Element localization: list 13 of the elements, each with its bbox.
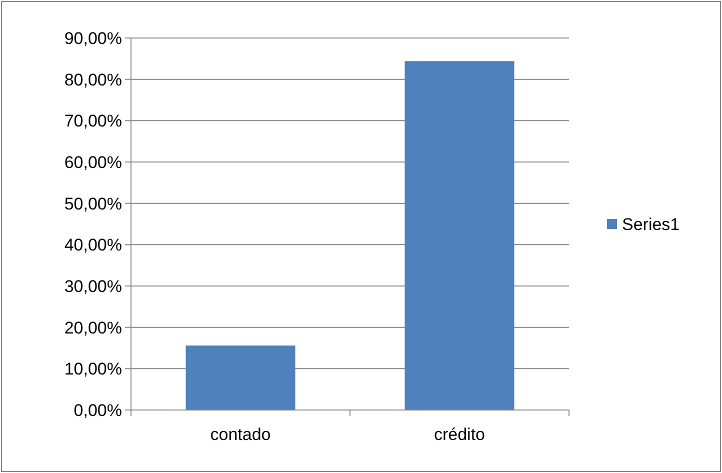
y-tick-label: 30,00% — [64, 276, 122, 296]
y-tick-label: 0,00% — [74, 400, 122, 420]
x-tick-label: crédito — [434, 425, 486, 444]
y-tick-label: 20,00% — [64, 318, 122, 338]
y-tick-label: 80,00% — [64, 70, 122, 90]
y-tick-label: 40,00% — [64, 236, 122, 255]
x-tick-label: contado — [210, 425, 271, 444]
y-tick-label: 70,00% — [64, 112, 122, 131]
y-tick-label: 60,00% — [64, 152, 122, 172]
y-tick-label: 90,00% — [64, 28, 122, 48]
y-tick-label: 10,00% — [64, 360, 122, 379]
y-tick-label: 50,00% — [64, 194, 122, 214]
legend-label: Series1 — [622, 214, 680, 234]
